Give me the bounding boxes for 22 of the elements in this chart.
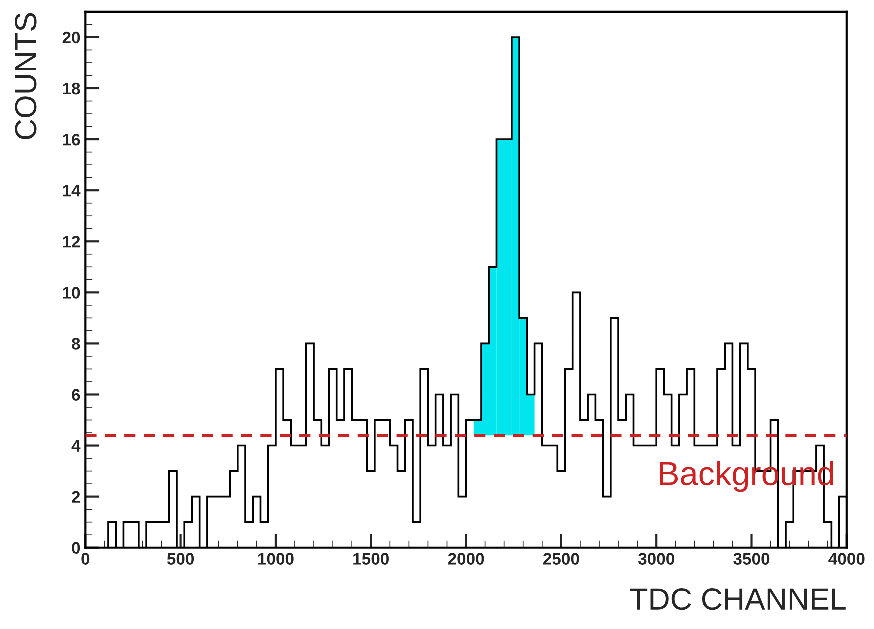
- x-tick-label: 3500: [734, 553, 770, 565]
- x-tick-label: 1000: [258, 553, 294, 565]
- x-tick-label: 1500: [354, 553, 389, 565]
- y-tick-label: 18: [63, 82, 80, 95]
- x-tick-label: 4000: [828, 553, 865, 565]
- y-tick-label: 8: [72, 338, 80, 350]
- y-axis-title: COUNTS: [15, 13, 37, 140]
- y-tick-label: 20: [62, 32, 80, 44]
- x-tick-label: 500: [167, 553, 194, 565]
- y-tick-label: 6: [72, 389, 80, 401]
- y-tick-label: 12: [63, 236, 80, 248]
- x-tick-label: 3000: [638, 553, 674, 565]
- y-tick-label: 4: [72, 440, 81, 452]
- x-tick-label: 2500: [543, 553, 580, 565]
- x-tick-label: 2000: [448, 553, 484, 565]
- y-tick-label: 10: [63, 287, 80, 299]
- x-axis-title: TDC CHANNEL: [630, 588, 846, 610]
- x-tick-label: 0: [82, 553, 90, 565]
- y-tick-label: 0: [72, 542, 80, 554]
- y-tick-label: 16: [63, 134, 80, 146]
- y-tick-label: 2: [72, 491, 80, 503]
- y-tick-label: 14: [63, 185, 81, 197]
